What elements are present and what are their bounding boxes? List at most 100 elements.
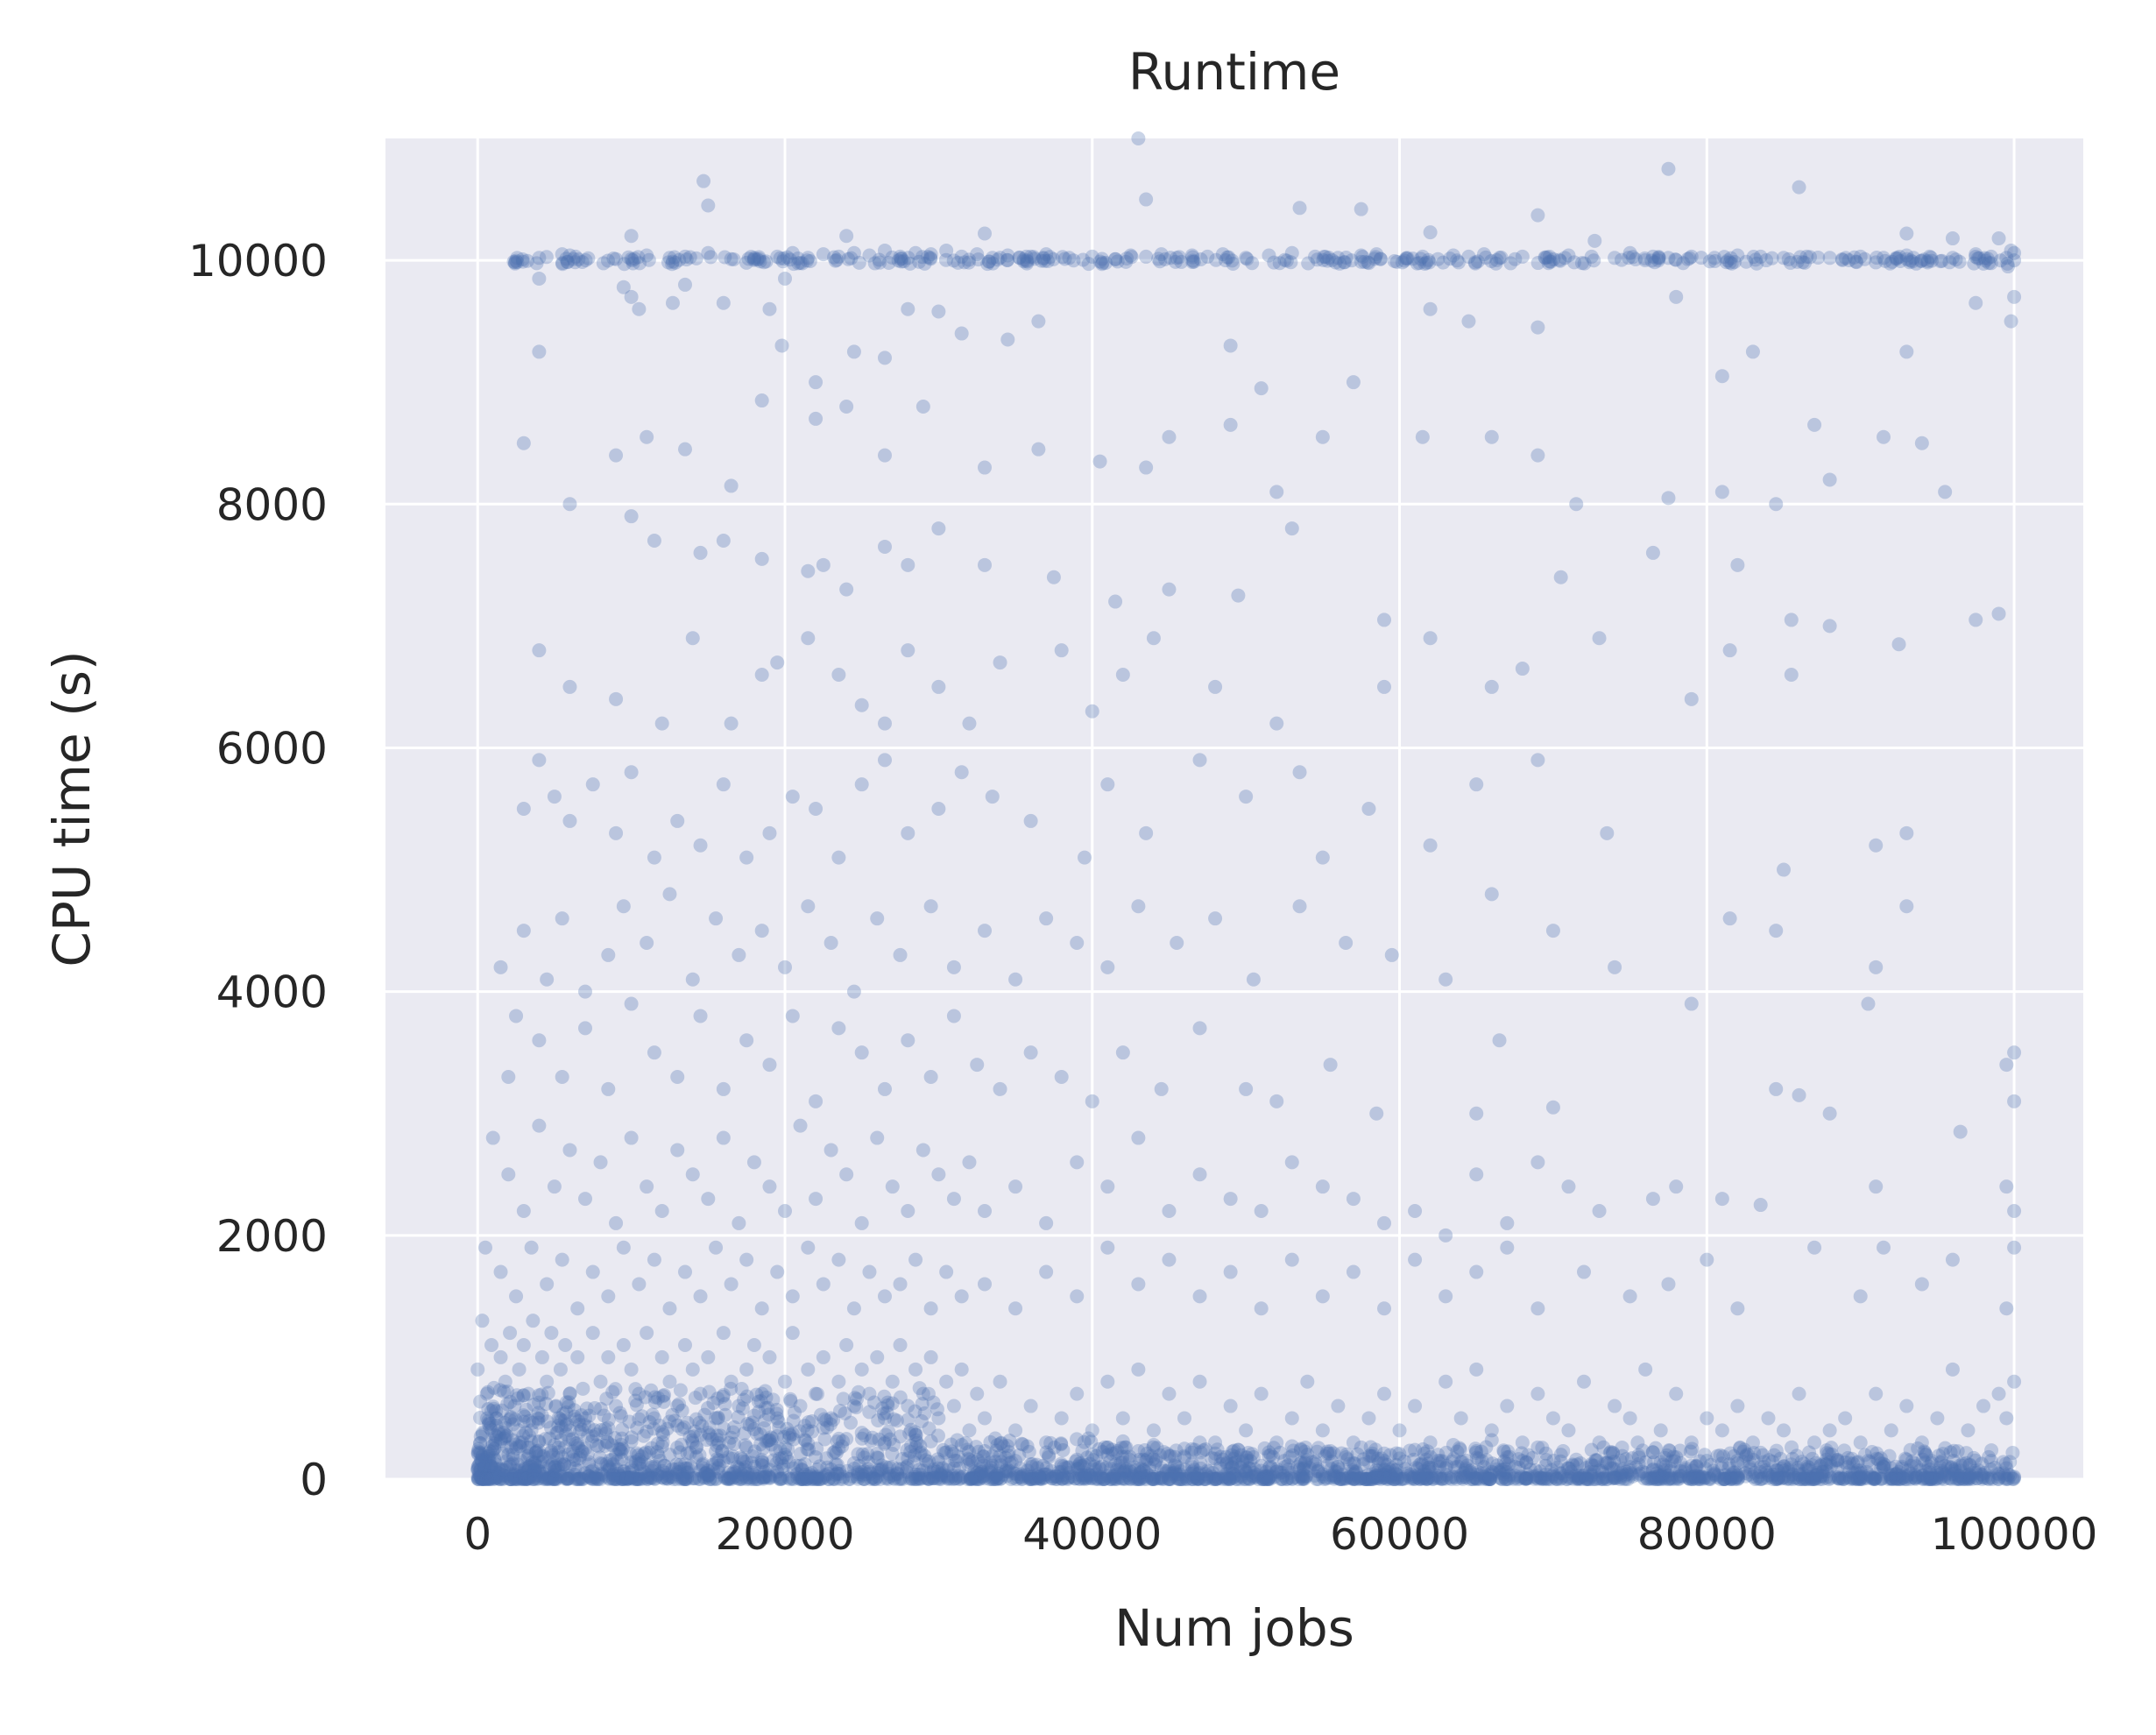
data-point	[1161, 1471, 1176, 1486]
data-point	[499, 1440, 514, 1455]
data-point	[1123, 248, 1138, 263]
data-point	[862, 1264, 877, 1279]
data-point	[483, 1420, 498, 1435]
data-point	[647, 1471, 662, 1486]
data-point	[703, 250, 718, 265]
data-point	[1492, 1464, 1507, 1479]
data-point	[1745, 1435, 1760, 1450]
data-point	[772, 1451, 787, 1466]
data-point	[1376, 1469, 1391, 1484]
data-point	[1100, 960, 1115, 974]
data-point	[791, 256, 806, 271]
data-point	[1605, 1445, 1620, 1460]
data-point	[1193, 1461, 1208, 1476]
data-point	[486, 1399, 501, 1414]
data-point	[1714, 1461, 1729, 1476]
data-point	[581, 251, 596, 266]
data-point	[809, 1472, 824, 1486]
data-point	[1424, 1470, 1439, 1485]
data-point	[1700, 1411, 1714, 1426]
data-point	[939, 1264, 954, 1279]
data-point	[724, 1430, 739, 1445]
plot-area	[385, 138, 2083, 1479]
data-point	[701, 1426, 716, 1441]
data-point	[640, 429, 654, 444]
data-point	[1170, 251, 1184, 266]
data-point	[510, 1457, 525, 1472]
data-point	[1921, 1459, 1936, 1474]
data-point	[1239, 1423, 1254, 1438]
data-point	[1560, 1461, 1575, 1476]
data-point	[1375, 1470, 1390, 1485]
data-point	[1293, 1441, 1308, 1456]
data-point	[745, 1448, 760, 1463]
data-point	[998, 1450, 1013, 1465]
data-point	[1346, 1435, 1361, 1450]
data-point	[1792, 180, 1806, 195]
data-point	[640, 1326, 654, 1341]
y-tick-label: 6000	[216, 723, 328, 774]
data-point	[1976, 1469, 1990, 1484]
data-point	[1969, 1471, 1984, 1486]
data-point	[662, 1448, 677, 1462]
data-point	[1854, 1471, 1869, 1486]
data-point	[1924, 1455, 1939, 1470]
data-point	[1993, 253, 2008, 268]
data-point	[470, 1362, 485, 1377]
data-point	[1945, 1252, 1960, 1267]
data-point	[1191, 1471, 1206, 1486]
data-point	[710, 1391, 725, 1406]
data-point	[1484, 679, 1499, 694]
data-point	[975, 1469, 990, 1484]
data-point	[934, 1470, 949, 1485]
data-point	[542, 1461, 557, 1476]
data-point	[589, 1470, 604, 1485]
data-point	[1315, 850, 1330, 865]
data-point	[809, 375, 824, 390]
data-point	[1308, 1454, 1323, 1469]
data-point	[923, 1301, 938, 1316]
data-point	[1930, 1470, 1945, 1485]
data-point	[709, 911, 724, 926]
data-point	[1515, 249, 1530, 264]
data-point	[985, 1471, 1000, 1486]
data-point	[503, 1326, 518, 1341]
data-point	[1678, 1462, 1693, 1477]
data-point	[1906, 251, 1921, 266]
data-point	[1415, 1457, 1430, 1472]
data-point	[662, 887, 677, 902]
data-point	[880, 1398, 895, 1413]
data-point	[509, 1009, 524, 1023]
data-point	[978, 226, 992, 241]
data-point	[601, 1289, 616, 1304]
data-point	[1722, 911, 1737, 926]
data-point	[746, 252, 761, 267]
data-point	[1924, 250, 1939, 265]
data-point	[1039, 247, 1054, 262]
data-point	[1148, 1457, 1163, 1472]
data-point	[1738, 1466, 1753, 1481]
data-point	[1246, 972, 1261, 987]
data-point	[1242, 1471, 1257, 1486]
data-point	[1184, 1455, 1199, 1470]
data-point	[1799, 1469, 1814, 1484]
data-point	[1223, 1264, 1238, 1279]
data-point	[526, 1314, 541, 1328]
data-point	[616, 1338, 631, 1352]
data-point	[1945, 1467, 1960, 1482]
data-point	[665, 257, 680, 272]
data-point	[1031, 314, 1046, 329]
data-point	[624, 289, 639, 304]
data-point	[612, 1441, 627, 1456]
data-point	[624, 1455, 639, 1469]
data-point	[846, 1301, 861, 1316]
data-point	[1684, 1458, 1699, 1473]
data-point	[734, 1470, 749, 1485]
data-point	[954, 765, 969, 780]
data-point	[517, 1409, 532, 1424]
data-point	[954, 249, 969, 264]
data-point	[1485, 1465, 1500, 1480]
data-point	[1622, 245, 1637, 260]
data-point	[1500, 1215, 1515, 1230]
data-point	[926, 1471, 941, 1486]
